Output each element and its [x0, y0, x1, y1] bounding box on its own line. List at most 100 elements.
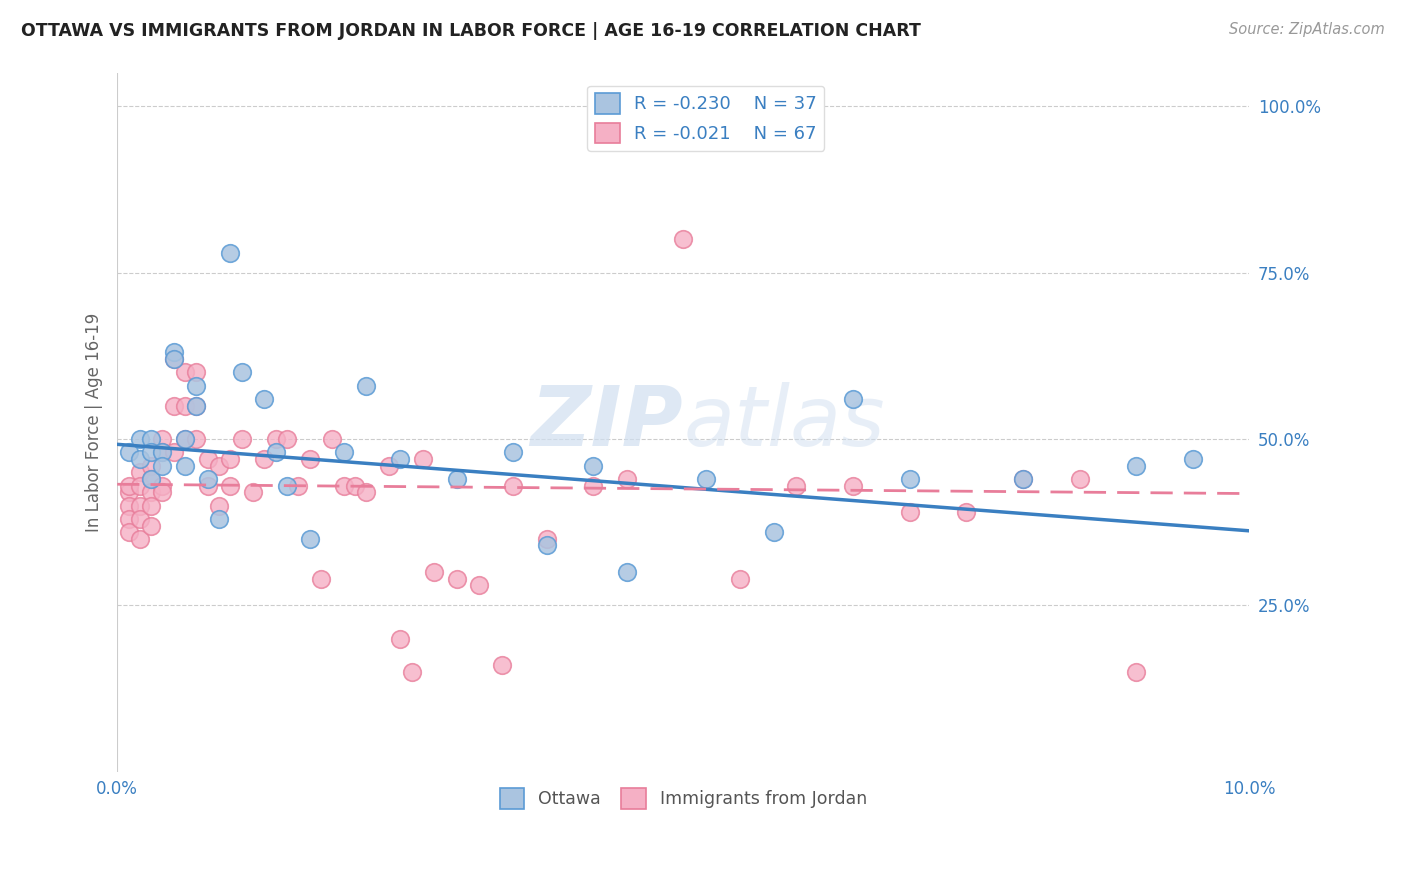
Point — [152, 445, 174, 459]
Point — [117, 512, 139, 526]
Point — [152, 478, 174, 492]
Point — [128, 512, 150, 526]
Point — [219, 452, 242, 467]
Point — [356, 485, 378, 500]
Point — [117, 485, 139, 500]
Point — [141, 458, 163, 473]
Point — [117, 499, 139, 513]
Point — [174, 458, 197, 473]
Point — [276, 478, 298, 492]
Point — [141, 472, 163, 486]
Point — [264, 445, 287, 459]
Point — [309, 572, 332, 586]
Point — [152, 432, 174, 446]
Point — [208, 512, 231, 526]
Point — [163, 352, 186, 367]
Point — [898, 505, 921, 519]
Point — [117, 445, 139, 459]
Point — [141, 518, 163, 533]
Point — [502, 478, 524, 492]
Point — [582, 458, 605, 473]
Point — [1012, 472, 1035, 486]
Point — [491, 658, 513, 673]
Point — [128, 499, 150, 513]
Point — [264, 432, 287, 446]
Point — [672, 232, 695, 246]
Point — [197, 452, 219, 467]
Point — [785, 478, 807, 492]
Point — [321, 432, 343, 446]
Point — [128, 532, 150, 546]
Point — [174, 432, 197, 446]
Point — [253, 392, 276, 406]
Point — [208, 458, 231, 473]
Point — [128, 465, 150, 479]
Point — [141, 485, 163, 500]
Point — [128, 452, 150, 467]
Point — [117, 478, 139, 492]
Point — [695, 472, 717, 486]
Point — [152, 485, 174, 500]
Point — [356, 378, 378, 392]
Point — [163, 345, 186, 359]
Point — [186, 432, 208, 446]
Point — [141, 472, 163, 486]
Point — [582, 478, 605, 492]
Point — [174, 366, 197, 380]
Point — [1125, 665, 1147, 679]
Point — [1125, 458, 1147, 473]
Point — [231, 432, 253, 446]
Text: OTTAWA VS IMMIGRANTS FROM JORDAN IN LABOR FORCE | AGE 16-19 CORRELATION CHART: OTTAWA VS IMMIGRANTS FROM JORDAN IN LABO… — [21, 22, 921, 40]
Point — [842, 392, 865, 406]
Point — [219, 245, 242, 260]
Point — [536, 539, 558, 553]
Point — [174, 399, 197, 413]
Text: atlas: atlas — [683, 382, 884, 463]
Point — [128, 432, 150, 446]
Point — [287, 478, 309, 492]
Point — [343, 478, 366, 492]
Point — [423, 565, 446, 579]
Point — [446, 472, 468, 486]
Point — [186, 366, 208, 380]
Point — [1012, 472, 1035, 486]
Legend: Ottawa, Immigrants from Jordan: Ottawa, Immigrants from Jordan — [492, 781, 875, 815]
Point — [163, 352, 186, 367]
Point — [401, 665, 423, 679]
Point — [1069, 472, 1091, 486]
Point — [197, 478, 219, 492]
Point — [117, 525, 139, 540]
Point — [152, 445, 174, 459]
Point — [163, 399, 186, 413]
Point — [502, 445, 524, 459]
Point — [616, 472, 638, 486]
Point — [186, 399, 208, 413]
Point — [536, 532, 558, 546]
Point — [219, 478, 242, 492]
Point — [197, 472, 219, 486]
Point — [186, 399, 208, 413]
Point — [389, 632, 412, 646]
Point — [242, 485, 264, 500]
Point — [412, 452, 434, 467]
Point — [231, 366, 253, 380]
Point — [842, 478, 865, 492]
Point — [208, 499, 231, 513]
Point — [616, 565, 638, 579]
Point — [141, 445, 163, 459]
Y-axis label: In Labor Force | Age 16-19: In Labor Force | Age 16-19 — [86, 313, 103, 532]
Point — [1181, 452, 1204, 467]
Point — [298, 532, 321, 546]
Point — [898, 472, 921, 486]
Point — [728, 572, 751, 586]
Text: Source: ZipAtlas.com: Source: ZipAtlas.com — [1229, 22, 1385, 37]
Point — [298, 452, 321, 467]
Point — [955, 505, 977, 519]
Point — [163, 445, 186, 459]
Point — [762, 525, 785, 540]
Point — [152, 458, 174, 473]
Point — [141, 432, 163, 446]
Point — [378, 458, 401, 473]
Point — [186, 378, 208, 392]
Point — [389, 452, 412, 467]
